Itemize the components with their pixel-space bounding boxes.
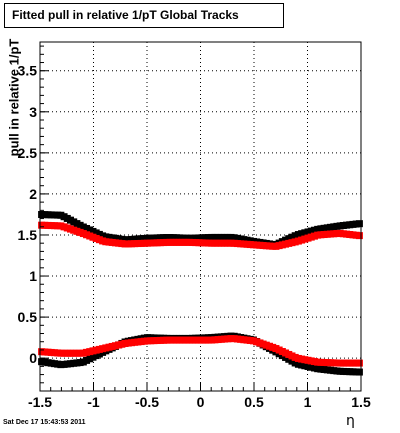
x-tick-label: -1.5 — [28, 394, 52, 410]
y-tick-label: 3.5 — [18, 63, 38, 79]
y-axis-ticks: 0 0.5 1 1.5 2 2.5 3 3.5 — [18, 45, 49, 384]
x-tick-label: 0 — [197, 394, 205, 410]
data-points — [38, 211, 363, 376]
series-2 — [38, 221, 363, 250]
x-tick-label: 1.5 — [351, 394, 371, 410]
timestamp-footer: Sat Dec 17 15:43:53 2011 — [3, 419, 86, 426]
y-tick-label: 2 — [29, 186, 37, 202]
y-tick-label: 0 — [29, 350, 37, 366]
x-tick-label: 0.5 — [244, 394, 264, 410]
data-point — [355, 220, 363, 228]
y-tick-label: 2.5 — [18, 145, 38, 161]
y-tick-label: 1.5 — [18, 227, 38, 243]
data-point — [355, 368, 363, 376]
x-tick-label: 1 — [304, 394, 312, 410]
x-axis-ticks: -1.5 -1 -0.5 0 0.5 1 1.5 — [28, 382, 371, 410]
y-tick-label: 1 — [29, 268, 37, 284]
y-tick-label: 0.5 — [18, 309, 38, 325]
series-4 — [38, 335, 363, 367]
chart-title: Fitted pull in relative 1/pT Global Trac… — [4, 3, 284, 28]
data-point — [355, 232, 363, 240]
data-point — [355, 359, 363, 367]
x-axis-label: η — [346, 413, 355, 429]
y-axis-label: pull in relative 1/pT — [6, 38, 22, 157]
y-tick-label: 3 — [29, 104, 37, 120]
x-tick-label: -0.5 — [135, 394, 159, 410]
x-tick-label: -1 — [87, 394, 100, 410]
